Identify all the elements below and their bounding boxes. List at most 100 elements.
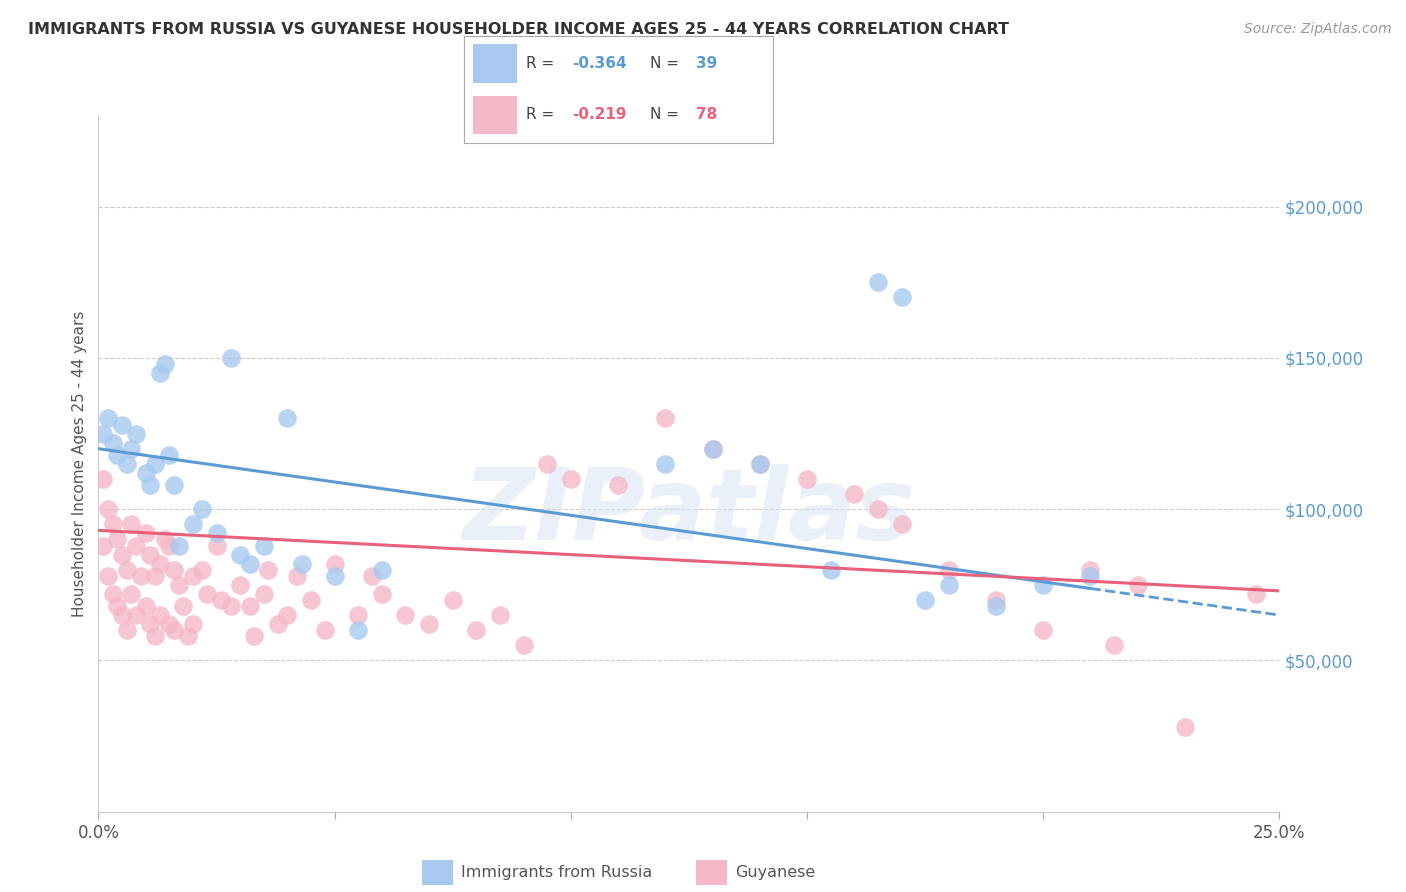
Point <box>1102 638 1125 652</box>
Point <box>177 629 200 643</box>
Point <box>105 599 128 613</box>
Y-axis label: Householder Income Ages 25 - 44 years: Householder Income Ages 25 - 44 years <box>72 310 87 617</box>
Point <box>121 517 143 532</box>
Point <box>229 578 252 592</box>
Point <box>257 563 280 577</box>
Point <box>91 426 114 441</box>
FancyBboxPatch shape <box>474 45 516 83</box>
Point <box>267 617 290 632</box>
Point <box>205 539 228 553</box>
Point <box>512 638 534 652</box>
Point <box>347 608 370 623</box>
Point <box>125 608 148 623</box>
Text: Immigrants from Russia: Immigrants from Russia <box>461 865 652 880</box>
Point <box>135 599 157 613</box>
Point <box>1174 720 1197 734</box>
Point <box>135 526 157 541</box>
Point <box>702 442 724 456</box>
FancyBboxPatch shape <box>474 95 516 134</box>
Point <box>229 548 252 562</box>
Text: ZIPatlas: ZIPatlas <box>463 464 915 561</box>
Point <box>418 617 440 632</box>
Point <box>125 426 148 441</box>
Point <box>139 548 162 562</box>
Point <box>97 411 120 425</box>
Point <box>149 608 172 623</box>
Point <box>938 578 960 592</box>
Point <box>111 608 134 623</box>
Point <box>489 608 512 623</box>
Point <box>314 624 336 638</box>
Point <box>205 526 228 541</box>
Point <box>1080 568 1102 582</box>
Text: R =: R = <box>526 56 560 71</box>
Text: Guyanese: Guyanese <box>735 865 815 880</box>
Point <box>465 624 488 638</box>
Point <box>153 533 176 547</box>
Point <box>938 563 960 577</box>
Point <box>890 290 912 304</box>
Point <box>209 593 232 607</box>
Point <box>243 629 266 643</box>
Point <box>105 448 128 462</box>
Point <box>371 563 394 577</box>
Point <box>1032 578 1054 592</box>
Point <box>536 457 558 471</box>
Point <box>276 608 298 623</box>
Text: N =: N = <box>650 56 683 71</box>
Point <box>157 448 180 462</box>
Point <box>111 548 134 562</box>
Text: -0.219: -0.219 <box>572 107 627 122</box>
Point <box>239 557 262 571</box>
Point <box>163 478 186 492</box>
Point <box>191 563 214 577</box>
Point <box>361 568 384 582</box>
Point <box>163 563 186 577</box>
Point <box>135 466 157 480</box>
Point <box>866 502 889 516</box>
Point <box>172 599 194 613</box>
Point <box>253 587 276 601</box>
Point <box>129 568 152 582</box>
Point <box>323 557 346 571</box>
Point <box>285 568 308 582</box>
Point <box>323 568 346 582</box>
Point <box>195 587 218 601</box>
Point <box>276 411 298 425</box>
Point <box>796 472 818 486</box>
Point <box>101 435 124 450</box>
Point <box>239 599 262 613</box>
Point <box>149 366 172 380</box>
Point <box>914 593 936 607</box>
Point <box>748 457 770 471</box>
Point <box>101 587 124 601</box>
Point <box>253 539 276 553</box>
Point <box>181 568 204 582</box>
Point <box>143 629 166 643</box>
Point <box>844 487 866 501</box>
Point <box>219 599 242 613</box>
Point <box>115 563 138 577</box>
Point <box>139 617 162 632</box>
Point <box>219 351 242 365</box>
Point <box>181 517 204 532</box>
Point <box>290 557 312 571</box>
Point <box>149 557 172 571</box>
Point <box>820 563 842 577</box>
Point <box>105 533 128 547</box>
Point <box>866 276 889 290</box>
Point <box>191 502 214 516</box>
Point <box>702 442 724 456</box>
Text: 39: 39 <box>696 56 717 71</box>
Point <box>115 624 138 638</box>
Point <box>984 599 1007 613</box>
Point <box>1080 563 1102 577</box>
Point <box>371 587 394 601</box>
Point <box>139 478 162 492</box>
Point <box>347 624 370 638</box>
Text: R =: R = <box>526 107 564 122</box>
Point <box>394 608 416 623</box>
Point <box>97 568 120 582</box>
Point <box>607 478 630 492</box>
Point <box>121 587 143 601</box>
